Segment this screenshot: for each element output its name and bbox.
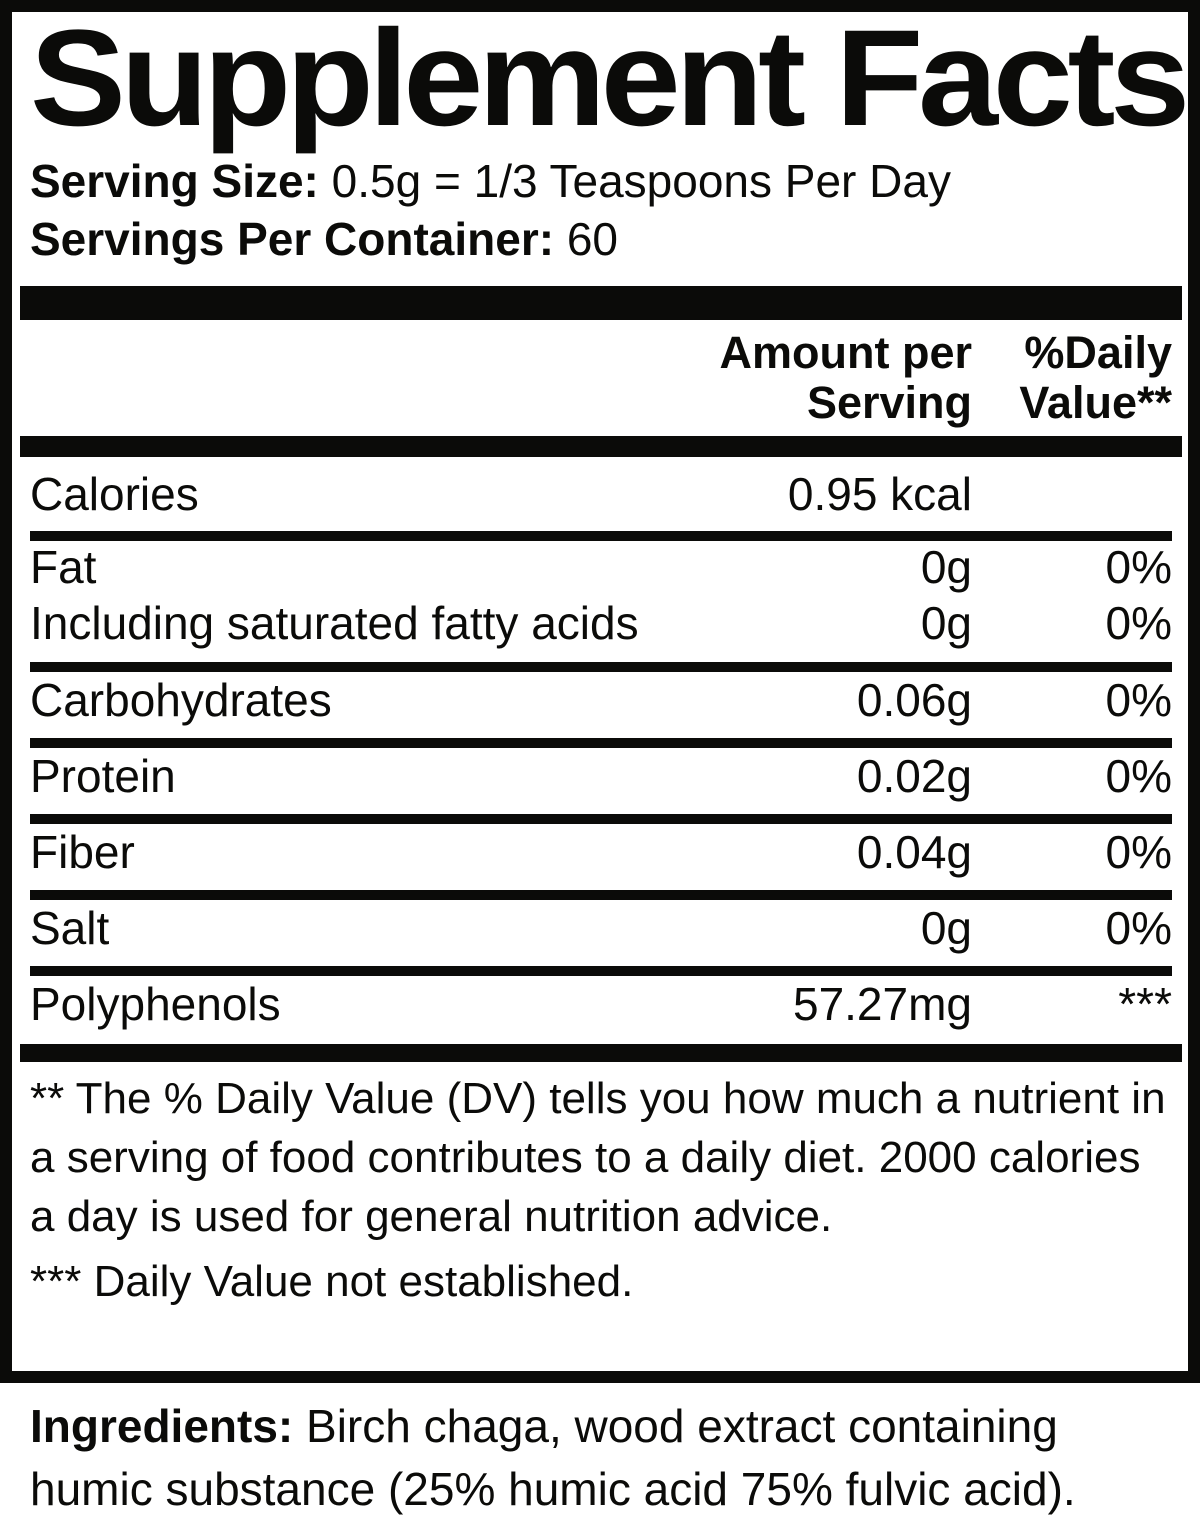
supplement-facts-panel: Supplement Facts Serving Size: 0.5g = 1/… xyxy=(0,0,1200,1383)
divider-bar-header xyxy=(20,436,1182,458)
nutrient-label: Fiber xyxy=(30,826,135,879)
nutrient-amount: 0.06g xyxy=(856,674,972,727)
footnotes-section: ** The % Daily Value (DV) tells you how … xyxy=(30,1062,1172,1311)
nutrient-row-fiber: Fiber 0.04g 0% xyxy=(30,814,1172,890)
dv-header-line2: Value** xyxy=(1019,377,1172,429)
serving-size-label: Serving Size: xyxy=(30,155,319,208)
servings-per-container-value: 60 xyxy=(554,213,618,266)
amount-header-line1: Amount per xyxy=(719,327,973,379)
nutrient-dv: 0% xyxy=(1105,826,1172,879)
panel-title: Supplement Facts xyxy=(30,2,1188,155)
nutrient-label: Including saturated fatty acids xyxy=(30,597,639,650)
divider-bar-top xyxy=(20,286,1182,321)
not-established-footnote: *** Daily Value not established. xyxy=(30,1257,634,1307)
nutrient-label: Calories xyxy=(30,468,199,521)
amount-column-header: Amount per Serving xyxy=(692,327,973,429)
dv-header-line1: %Daily xyxy=(1024,327,1172,379)
nutrient-amount: 57.27mg xyxy=(792,978,972,1031)
nutrient-dv: 0% xyxy=(1105,541,1172,594)
divider-bar-bottom xyxy=(20,1044,1182,1063)
servings-per-container-label: Servings Per Container: xyxy=(30,213,555,266)
nutrient-label: Fat xyxy=(30,541,97,594)
servings-per-container-line: Servings Per Container: 60 xyxy=(30,210,1172,268)
ingredients-label: Ingredients: xyxy=(30,1400,294,1452)
nutrient-label: Carbohydrates xyxy=(30,674,332,727)
nutrient-amount: 0.02g xyxy=(856,750,972,803)
nutrient-row-salt: Salt 0g 0% xyxy=(30,890,1172,966)
nutrient-amount: 0g xyxy=(920,541,972,594)
nutrient-amount: 0g xyxy=(920,902,972,955)
nutrient-label: Polyphenols xyxy=(30,978,281,1031)
nutrient-row-calories: Calories 0.95 kcal xyxy=(30,457,1172,531)
nutrient-amount: 0g xyxy=(920,597,972,650)
ingredients-text: Birch chaga, wood extract containing hum… xyxy=(30,1400,1076,1515)
nutrient-row-carbohydrates: Carbohydrates 0.06g 0% xyxy=(30,662,1172,738)
daily-value-column-header: %Daily Value** xyxy=(972,328,1172,428)
nutrient-amount: 0.95 kcal xyxy=(787,468,972,521)
nutrient-dv: 0% xyxy=(1105,902,1172,955)
nutrient-row-protein: Protein 0.02g 0% xyxy=(30,738,1172,814)
nutrient-label: Protein xyxy=(30,750,176,803)
ingredients-statement: Ingredients: Birch chaga, wood extract c… xyxy=(30,1395,1186,1521)
nutrient-row-fat-group: Fat 0g 0% Including saturated fatty acid… xyxy=(30,531,1172,662)
nutrient-label: Salt xyxy=(30,902,110,955)
nutrient-dv: 0% xyxy=(1105,674,1172,727)
column-header-row: Amount per Serving %Daily Value** xyxy=(30,320,1173,436)
serving-size-line: Serving Size: 0.5g = 1/3 Teaspoons Per D… xyxy=(30,152,1172,210)
nutrient-row-polyphenols: Polyphenols 57.27mg *** xyxy=(30,966,1172,1044)
daily-value-footnote: ** The % Daily Value (DV) tells you how … xyxy=(30,1074,1166,1242)
nutrient-dv: 0% xyxy=(1105,597,1172,650)
amount-header-line2: Serving xyxy=(806,377,972,429)
nutrient-dv: 0% xyxy=(1105,750,1172,803)
nutrient-amount: 0.04g xyxy=(856,826,972,879)
serving-size-value: 0.5g = 1/3 Teaspoons Per Day xyxy=(318,155,951,208)
nutrient-dv: *** xyxy=(1118,978,1172,1031)
